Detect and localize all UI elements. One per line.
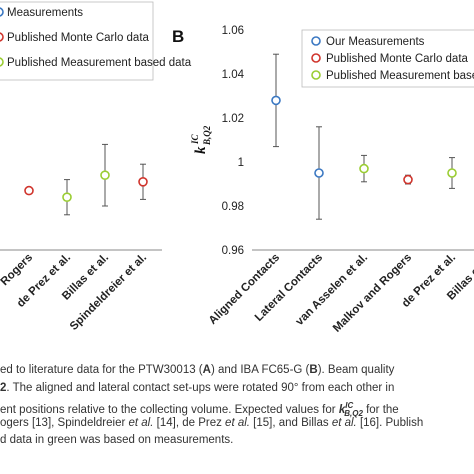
panel-b-ylabel-sub: B,Q2 (202, 125, 212, 146)
panel-a-x-tick-label: Rogers (0, 252, 35, 289)
caption-line-4: ogers [13], Spindeldreier et al. [14], d… (0, 416, 424, 429)
panel-b-x-tick-label: Malkov and Rogers (331, 252, 414, 335)
panel-b-data-point (314, 168, 324, 178)
panel-b-legend-marker (311, 53, 321, 63)
caption-line-5: d data in green was based on measurement… (0, 434, 234, 446)
panel-a-legend-entry: Measurements (7, 7, 83, 19)
panel-a-data-point (100, 170, 110, 180)
panel-b-data-point (403, 174, 413, 185)
panel-b-legend-entry: Published Measurement based (326, 70, 474, 82)
panel-b-y-ticks: 1.06 1.04 1.02 1 0.98 0.96 (222, 25, 245, 257)
panel-b-legend-marker (311, 70, 321, 80)
panel-b-legend-marker (311, 36, 321, 46)
panel-b-y-tick-label: 1.06 (222, 25, 244, 37)
panel-a-legend-marker (0, 7, 4, 17)
panel-b-y-axis-label: kIC B,Q2 (190, 125, 212, 154)
panel-a-legend-entry: Published Monte Carlo data (7, 32, 150, 44)
panel-b-y-tick-label: 0.98 (222, 201, 244, 213)
panel-a-legend-box (0, 1, 154, 81)
panel-a-data-point (138, 177, 148, 187)
panel-b-label: B (172, 27, 184, 46)
panel-a-legend-marker (0, 32, 4, 42)
panel-b-y-tick-label: 1.04 (222, 69, 245, 81)
caption-line-3: ent positions relative to the collecting… (0, 401, 399, 419)
figure: Measurements Published Monte Carlo data Pu… (0, 1, 474, 335)
panel-a-chart: Measurements Published Monte Carlo data Pu… (0, 1, 192, 333)
caption-line-2: 2. The aligned and lateral contact set-u… (0, 381, 395, 394)
panel-b-y-tick-label: 0.96 (222, 245, 244, 257)
panel-a-x-tick-label: Spindeldreier et al. (68, 252, 149, 333)
panel-b-legend-entry: Our Measurements (326, 36, 425, 48)
panel-b-ylabel-sup: IC (190, 133, 200, 145)
panel-a-data-point (24, 185, 34, 196)
panel-b-ylabel-main: k (193, 146, 209, 154)
panel-a-legend-entry: Published Measurement based data (7, 57, 192, 69)
panel-b-legend-entry: Published Monte Carlo data (326, 53, 469, 65)
panel-b-data-point (359, 163, 369, 174)
panel-b-y-tick-label: 1 (238, 157, 244, 169)
panel-b-y-tick-label: 1.02 (222, 113, 244, 125)
panel-b-legend-box (301, 29, 474, 88)
panel-a-data-point (62, 192, 72, 202)
panel-b-chart: B kIC B,Q2 1.06 1.04 1.02 1 0.98 0.96 Our Meas… (172, 25, 474, 335)
panel-b-x-tick-label: Aligned Contacts (207, 252, 282, 327)
panel-b-data-point (271, 95, 281, 106)
panel-a-legend-marker (0, 57, 4, 67)
figure-caption: ed to literature data for the PTW30013 (… (0, 362, 474, 450)
caption-line-1: ed to literature data for the PTW30013 (… (0, 364, 395, 376)
panel-b-data-point (447, 168, 457, 178)
